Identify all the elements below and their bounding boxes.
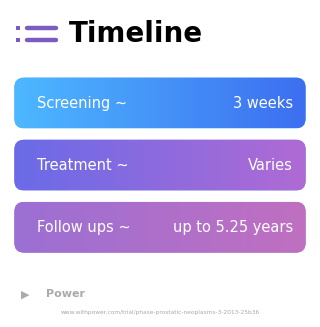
Text: Power: Power: [46, 289, 85, 299]
Text: Follow ups ~: Follow ups ~: [37, 220, 131, 235]
FancyBboxPatch shape: [14, 140, 306, 190]
Text: Screening ~: Screening ~: [37, 95, 127, 111]
Text: www.withpower.com/trial/phase-prostatic-neoplasms-3-2013-25b36: www.withpower.com/trial/phase-prostatic-…: [60, 310, 260, 315]
Text: 3 weeks: 3 weeks: [233, 95, 293, 111]
Text: up to 5.25 years: up to 5.25 years: [172, 220, 293, 235]
Text: Timeline: Timeline: [69, 20, 203, 48]
Text: Treatment ~: Treatment ~: [37, 158, 128, 173]
FancyBboxPatch shape: [14, 77, 306, 128]
Text: ▶: ▶: [21, 289, 30, 299]
FancyBboxPatch shape: [14, 202, 306, 252]
Text: Varies: Varies: [248, 158, 293, 173]
